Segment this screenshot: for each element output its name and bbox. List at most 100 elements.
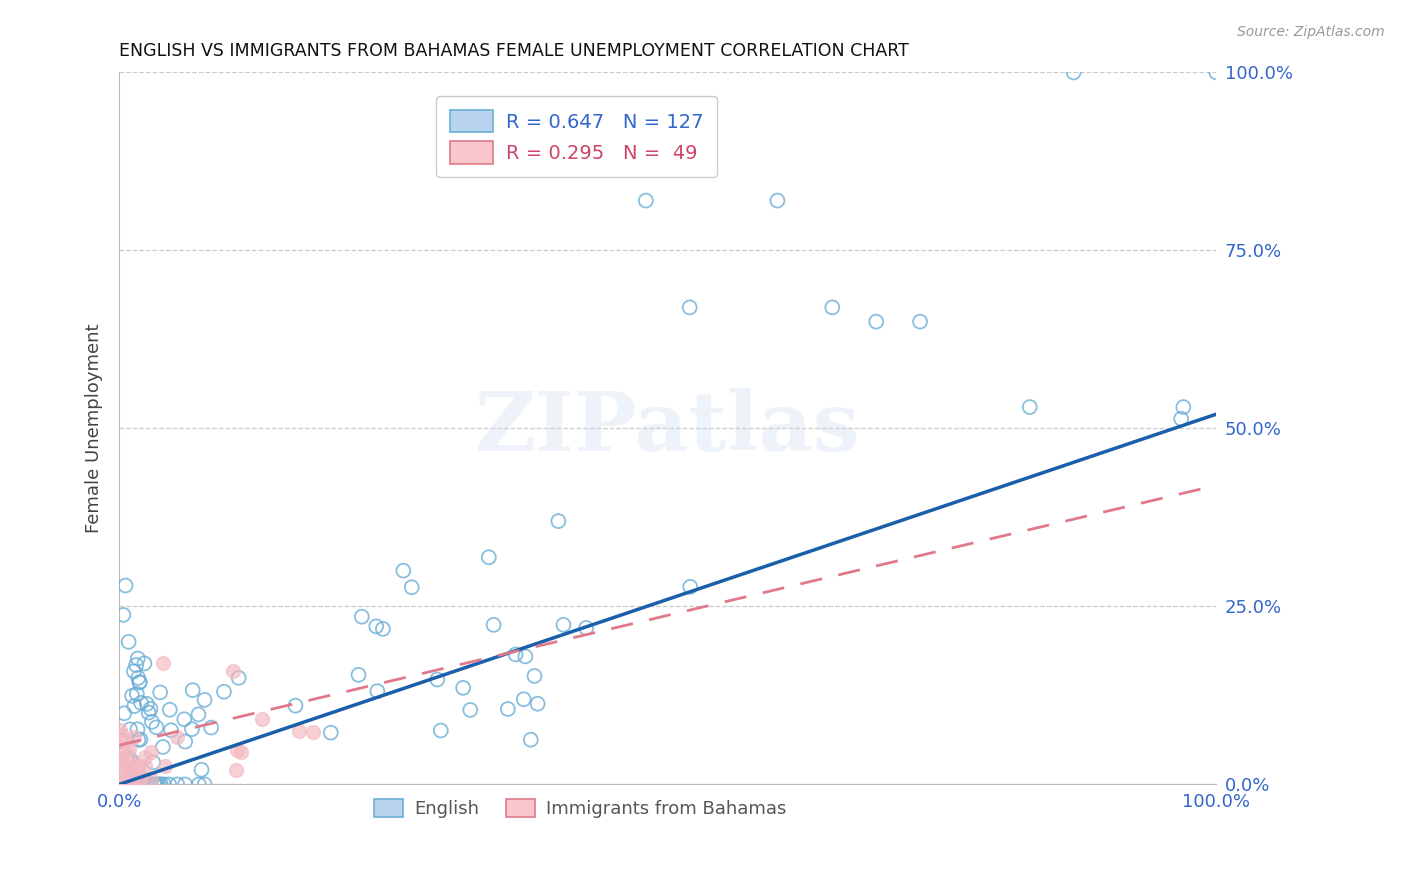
Point [575,621,598,635]
Point [159,703,181,717]
Point [115,777,138,791]
Text: ENGLISH VS IMMIGRANTS FROM BAHAMAS FEMALE UNEMPLOYMENT CORRELATION CHART: ENGLISH VS IMMIGRANTS FROM BAHAMAS FEMAL… [120,42,910,60]
Point [229,745,252,759]
Point [134,758,156,772]
Point [124,777,146,791]
Point [152,739,174,754]
Point [181,722,204,736]
Point [134,749,156,764]
Point [366,684,388,698]
Point [111,777,134,791]
Point [124,777,146,791]
Point [115,733,138,747]
Point [112,777,135,791]
Point [115,750,138,764]
Point [127,723,149,737]
Point [1063,65,1085,79]
Point [110,777,132,791]
Point [187,707,209,722]
Point [1170,411,1192,425]
Point [122,775,145,789]
Point [526,697,548,711]
Point [430,723,453,738]
Point [212,684,235,698]
Point [111,777,134,791]
Point [679,580,702,594]
Point [111,753,134,767]
Point [129,696,152,710]
Point [226,743,249,757]
Point [114,578,136,592]
Point [110,734,132,748]
Point [120,753,142,767]
Point [125,658,148,673]
Point [114,770,136,784]
Point [110,774,132,789]
Point [110,777,132,791]
Text: ZIPatlas: ZIPatlas [475,388,860,468]
Point [766,194,789,208]
Point [865,315,887,329]
Point [482,617,505,632]
Point [401,580,423,594]
Point [122,730,145,744]
Point [478,550,501,565]
Point [110,777,132,791]
Point [115,777,138,791]
Point [228,671,250,685]
Point [350,609,373,624]
Point [112,777,135,791]
Point [121,777,143,791]
Point [284,698,307,713]
Point [520,732,543,747]
Point [135,697,157,711]
Point [112,777,135,791]
Point [115,759,138,773]
Point [166,777,188,791]
Point [634,194,657,208]
Point [145,777,167,791]
Point [122,777,145,791]
Point [366,619,388,633]
Point [145,720,167,734]
Point [114,777,136,791]
Point [115,777,138,791]
Point [125,777,148,791]
Point [1173,400,1195,414]
Point [523,669,546,683]
Point [174,777,197,791]
Point [134,657,156,671]
Point [110,777,132,791]
Point [127,732,149,747]
Point [141,772,163,786]
Point [153,777,176,791]
Point [152,657,174,671]
Point [512,692,534,706]
Point [112,706,135,721]
Point [117,756,139,770]
Point [127,651,149,665]
Point [124,777,146,791]
Point [138,706,160,720]
Point [128,777,150,791]
Point [118,777,141,791]
Point [128,675,150,690]
Point [148,777,170,791]
Point [122,665,145,679]
Point [225,763,247,777]
Point [127,759,149,773]
Point [111,755,134,769]
Point [110,777,132,791]
Point [125,777,148,791]
Point [118,742,141,756]
Point [121,689,143,703]
Point [114,763,136,777]
Point [110,777,132,791]
Point [181,683,204,698]
Point [371,622,394,636]
Point [139,745,162,759]
Point [111,777,134,791]
Point [174,734,197,748]
Point [319,725,342,739]
Point [110,723,132,737]
